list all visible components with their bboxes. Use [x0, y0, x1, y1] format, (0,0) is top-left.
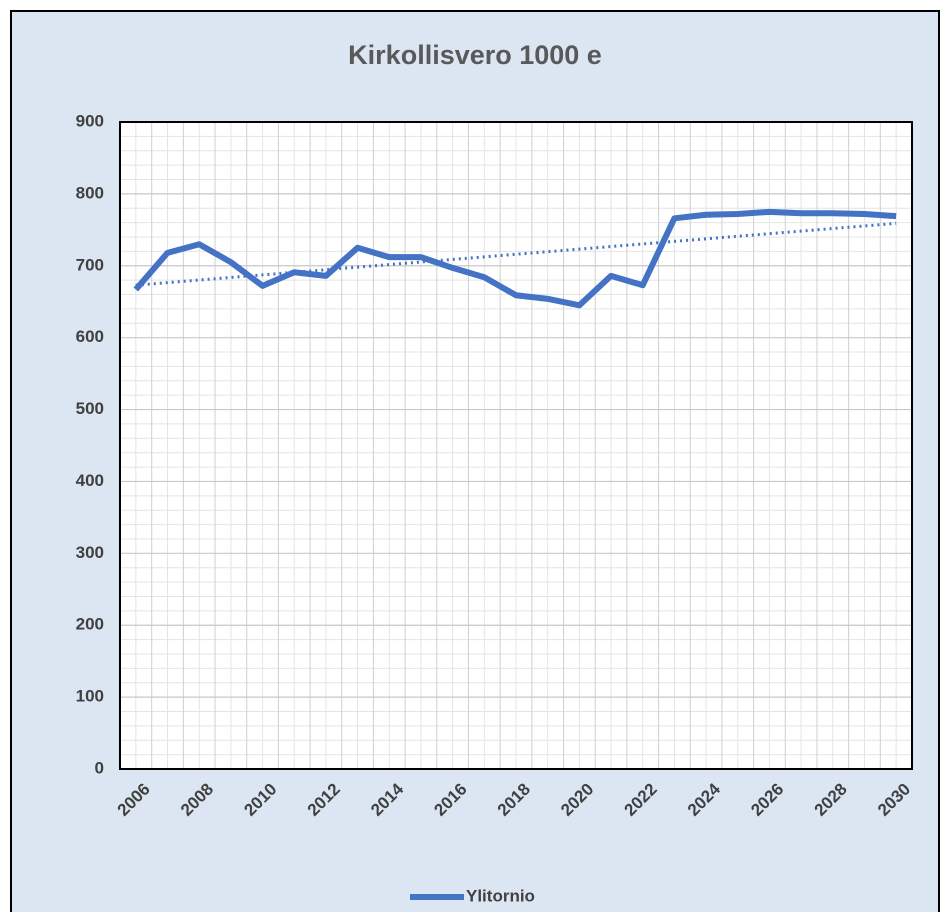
y-tick-label: 900: [76, 111, 104, 130]
y-tick-label: 600: [76, 327, 104, 346]
y-tick-label: 500: [76, 399, 104, 418]
y-tick-label: 200: [76, 615, 104, 634]
legend-label: Ylitornio: [466, 886, 535, 905]
y-tick-label: 700: [76, 255, 104, 274]
y-tick-label: 400: [76, 471, 104, 490]
y-tick-label: 800: [76, 183, 104, 202]
chart-title: Kirkollisvero 1000 e: [348, 40, 602, 70]
y-tick-label: 100: [76, 687, 104, 706]
y-tick-label: 300: [76, 543, 104, 562]
data-line: [133, 208, 897, 309]
trendline: [135, 221, 897, 287]
y-tick-label: 0: [95, 758, 104, 777]
plot-border: [119, 121, 913, 770]
